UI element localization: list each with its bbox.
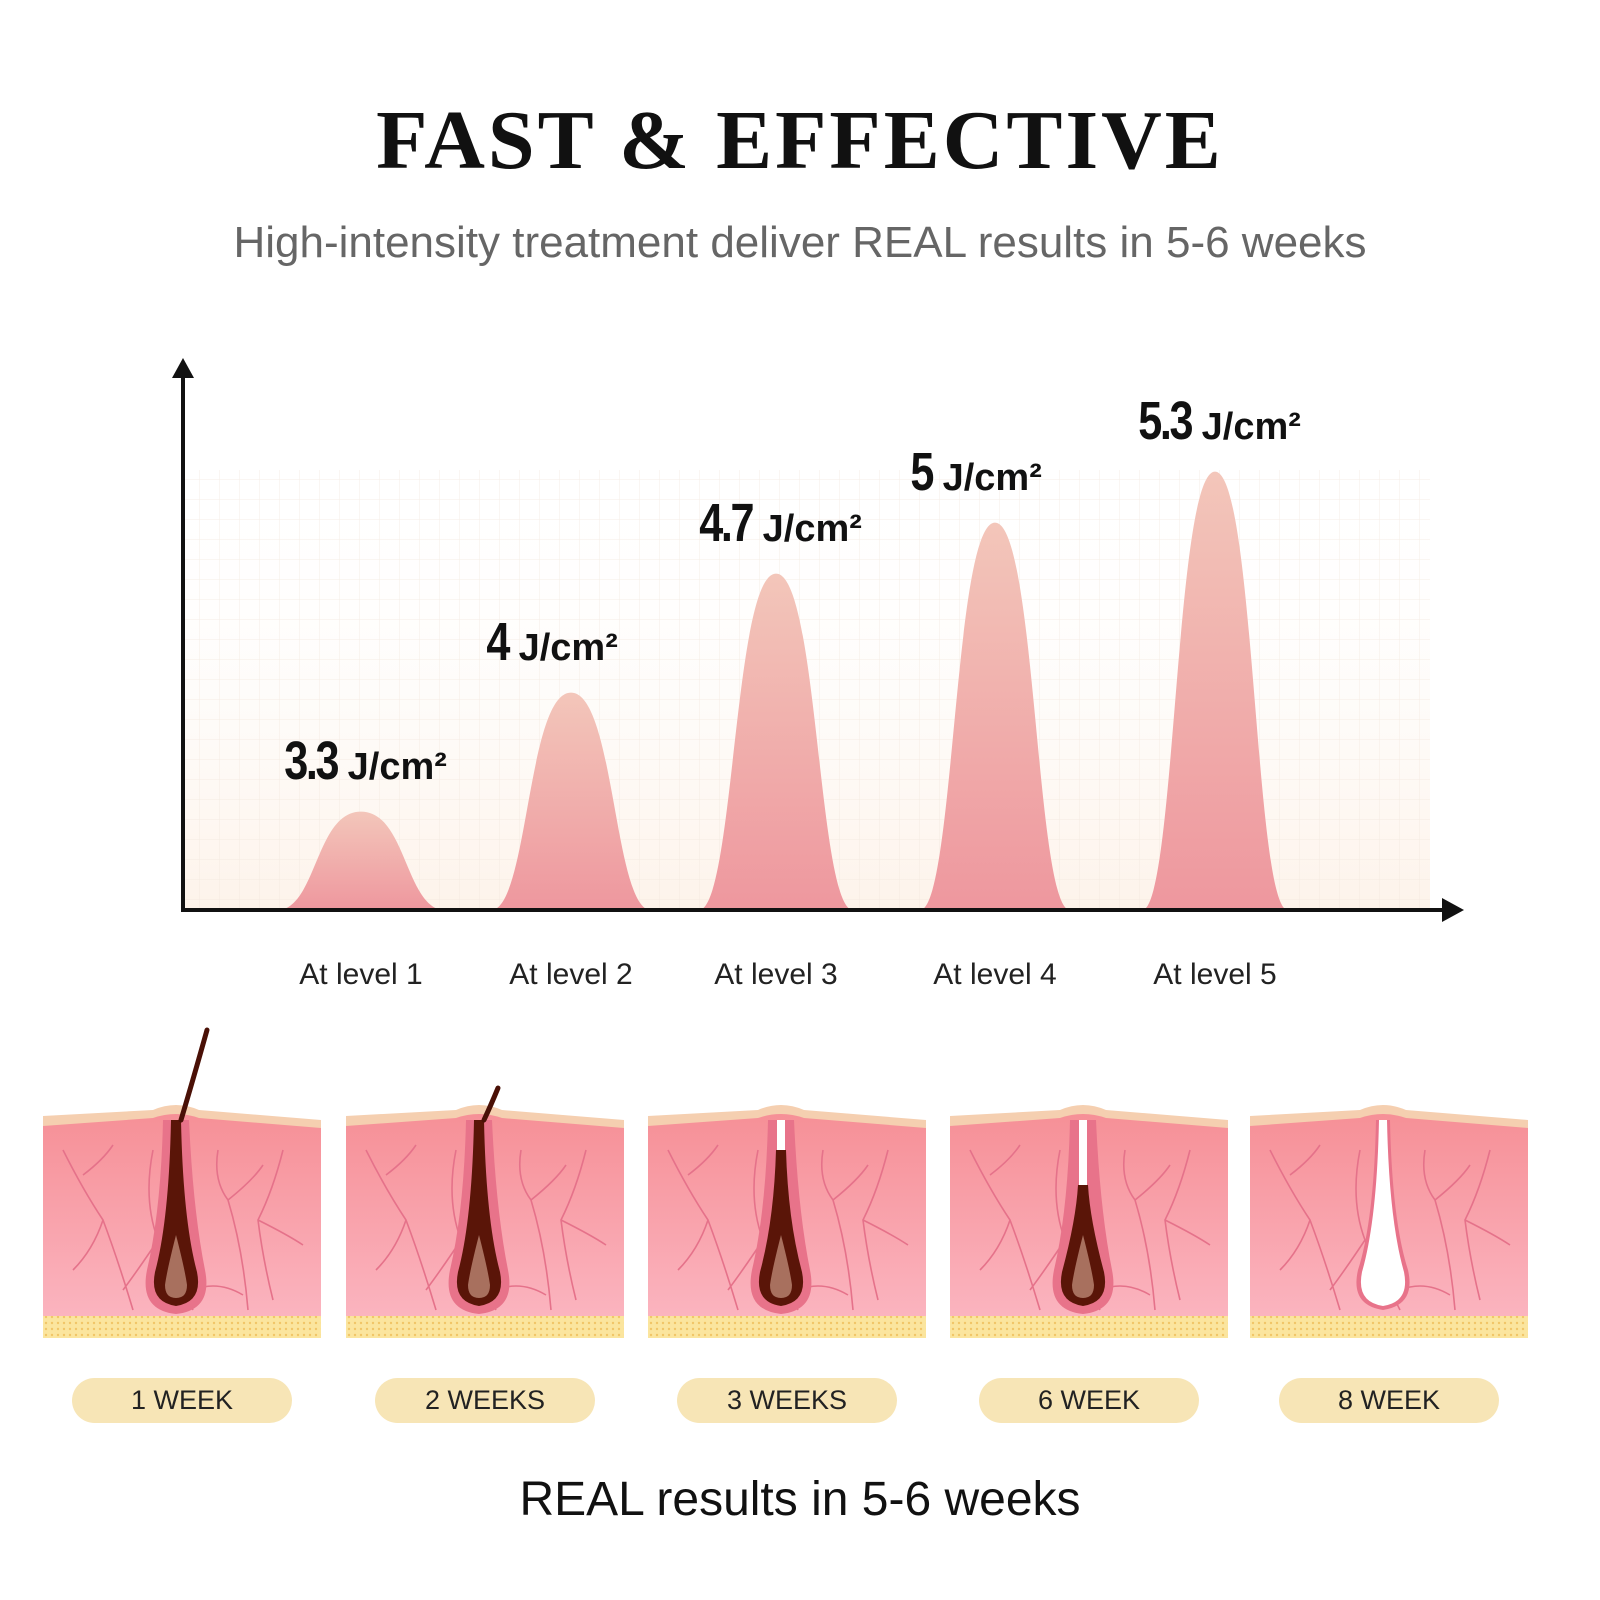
x-tick-label: At level 5 (1153, 958, 1277, 991)
footer-text: REAL results in 5-6 weeks (519, 1473, 1081, 1526)
page-subtitle: High-intensity treatment deliver REAL re… (233, 218, 1367, 267)
x-axis-arrow-icon (1442, 898, 1464, 922)
x-tick-label: At level 1 (299, 958, 423, 991)
skin-diagram-5 (1250, 1020, 1528, 1360)
peak-level-4 (921, 522, 1069, 910)
value-unit: J/cm² (1191, 405, 1301, 448)
energy-chart (172, 358, 1464, 922)
skin-diagram-3 (648, 1020, 926, 1360)
value-unit: J/cm² (932, 456, 1042, 499)
skin-illustration (346, 1085, 624, 1338)
skin-diagram-4 (950, 1020, 1228, 1360)
skin-illustration (950, 1105, 1228, 1338)
value-label: 3.3 J/cm² (271, 730, 447, 792)
peak-level-3 (700, 573, 852, 910)
peak-level-5 (1143, 471, 1287, 910)
value-label: 5 J/cm² (905, 441, 1042, 503)
value-label: 5.3 J/cm² (1125, 390, 1301, 452)
value-label: 4 J/cm² (481, 611, 618, 673)
value-number: 4 (486, 611, 510, 672)
value-number: 4.7 (699, 492, 754, 553)
skin-illustration (648, 1105, 926, 1338)
stage-label: 1 WEEK (72, 1378, 292, 1423)
value-unit: J/cm² (752, 507, 862, 550)
y-axis-arrow-icon (172, 358, 194, 378)
value-number: 3.3 (284, 730, 339, 791)
stage-label: 2 WEEKS (375, 1378, 595, 1423)
stage-label: 8 WEEK (1279, 1378, 1499, 1423)
value-number: 5.3 (1138, 390, 1193, 451)
skin-illustration (1250, 1105, 1528, 1338)
x-tick-label: At level 2 (509, 958, 633, 991)
value-unit: J/cm² (508, 626, 618, 669)
x-tick-label: At level 4 (933, 958, 1057, 991)
stage-label: 3 WEEKS (677, 1378, 897, 1423)
skin-diagram-1 (43, 1020, 321, 1360)
peak-level-2 (493, 692, 649, 910)
value-label: 4.7 J/cm² (686, 492, 862, 554)
page-title: FAST & EFFECTIVE (376, 94, 1224, 187)
peak-level-1 (281, 811, 441, 910)
skin-diagram-2 (346, 1020, 624, 1360)
skin-illustration (43, 1027, 321, 1338)
value-number: 5 (910, 441, 934, 502)
value-unit: J/cm² (337, 745, 447, 788)
x-tick-label: At level 3 (714, 958, 838, 991)
stage-label: 6 WEEK (979, 1378, 1199, 1423)
